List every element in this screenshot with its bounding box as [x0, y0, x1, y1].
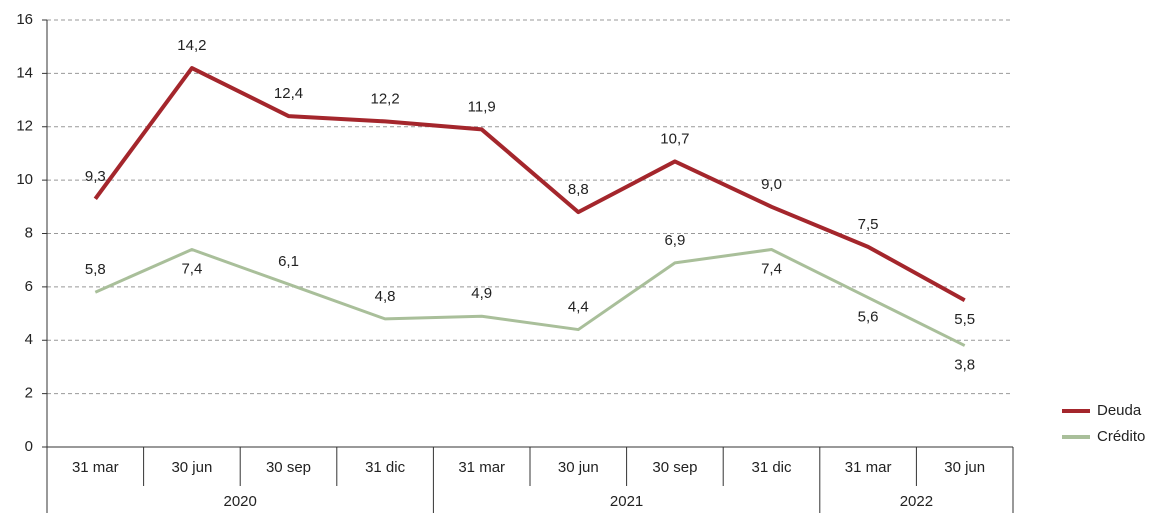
data-label: 7,5: [858, 216, 879, 233]
x-tick-label: 31 mar: [458, 459, 505, 476]
x-tick-label: 31 dic: [365, 459, 406, 476]
data-label: 9,0: [761, 176, 782, 193]
data-label: 10,7: [660, 130, 689, 147]
data-label: 6,1: [278, 253, 299, 270]
data-label: 8,8: [568, 181, 589, 198]
data-label: 7,4: [181, 260, 202, 277]
data-label: 4,8: [375, 288, 396, 305]
data-label: 3,8: [954, 357, 975, 374]
data-label: 4,9: [471, 285, 492, 302]
group-label: 2020: [224, 493, 257, 510]
legend-label: Crédito: [1097, 428, 1145, 445]
data-label: 9,3: [85, 168, 106, 185]
data-label: 5,5: [954, 311, 975, 328]
y-tick-label: 4: [25, 331, 33, 348]
y-tick-label: 2: [25, 385, 33, 402]
data-label: 12,4: [274, 85, 303, 102]
y-tick-label: 10: [16, 171, 33, 188]
x-tick-label: 31 dic: [751, 459, 792, 476]
series-line: [93, 66, 966, 302]
data-label: 6,9: [664, 232, 685, 249]
x-tick-label: 31 mar: [72, 459, 119, 476]
x-tick-label: 30 jun: [944, 459, 985, 476]
y-tick-label: 16: [16, 11, 33, 28]
data-label: 4,4: [568, 299, 589, 316]
group-label: 2021: [610, 493, 643, 510]
y-tick-label: 6: [25, 278, 33, 295]
y-tick-label: 12: [16, 118, 33, 135]
data-label: 7,4: [761, 260, 782, 277]
y-tick-label: 14: [16, 64, 33, 81]
data-label: 11,9: [468, 98, 496, 115]
y-tick-label: 0: [25, 438, 33, 455]
x-tick-label: 30 sep: [266, 459, 311, 476]
y-tick-label: 8: [25, 224, 33, 241]
x-tick-label: 30 sep: [652, 459, 697, 476]
x-tick-label: 30 jun: [558, 459, 599, 476]
data-label: 14,2: [177, 37, 206, 54]
data-label: 5,8: [85, 261, 106, 278]
group-label: 2022: [900, 493, 933, 510]
data-label: 12,2: [370, 90, 399, 107]
x-tick-label: 30 jun: [171, 459, 212, 476]
data-label: 5,6: [858, 309, 879, 326]
legend-label: Deuda: [1097, 402, 1142, 419]
x-tick-label: 31 mar: [845, 459, 892, 476]
series-line: [94, 248, 966, 347]
